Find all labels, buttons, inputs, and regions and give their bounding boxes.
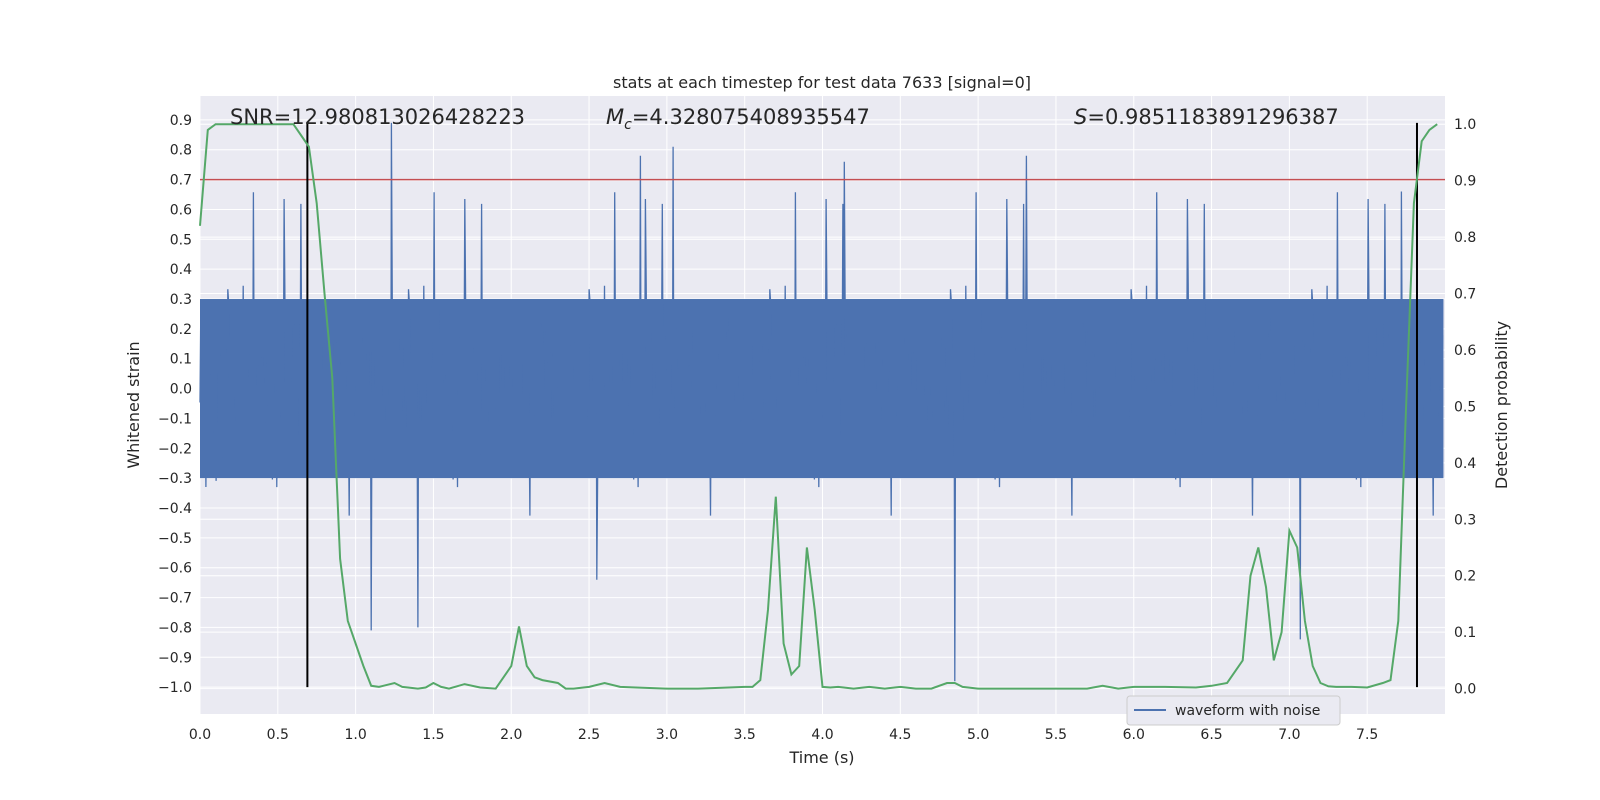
mc-subscript: c <box>624 117 632 133</box>
chirp-mass-annotation: Mc=4.328075408935547 <box>606 105 870 133</box>
y2-tick-label: 0.2 <box>1454 569 1476 585</box>
x-tick-label: 0.0 <box>189 727 211 743</box>
x-tick-label: 1.0 <box>344 727 366 743</box>
x-tick-label: 1.5 <box>422 727 444 743</box>
y-tick-label: 0.9 <box>170 113 192 129</box>
mc-symbol: M <box>606 105 624 129</box>
x-tick-label: 6.5 <box>1200 727 1222 743</box>
y-tick-label: 0.8 <box>170 143 192 159</box>
y2-tick-label: 0.0 <box>1454 682 1476 698</box>
y-tick-label: −0.8 <box>158 620 192 636</box>
legend-box <box>1126 695 1341 726</box>
y-tick-label: 0.3 <box>170 292 192 308</box>
y2-tick-label: 0.8 <box>1454 230 1476 246</box>
x-tick-label: 4.0 <box>811 727 833 743</box>
y-tick-label: 0.7 <box>170 173 192 189</box>
y-tick-label: −0.3 <box>158 471 192 487</box>
y-tick-label: −0.7 <box>158 591 192 607</box>
x-tick-label: 2.5 <box>578 727 600 743</box>
y2-tick-label: 1.0 <box>1454 117 1476 133</box>
y-tick-label: 0.1 <box>170 352 192 368</box>
y-tick-label: 0.4 <box>170 262 192 278</box>
x-tick-label: 7.5 <box>1356 727 1378 743</box>
y2-tick-label: 0.9 <box>1454 174 1476 190</box>
y2-tick-label: 0.7 <box>1454 287 1476 303</box>
x-tick-labels: 0.0 0.5 1.0 1.5 2.0 2.5 3.0 3.5 4.0 4.5 5.0 5.5 6.0 6… <box>189 727 1378 743</box>
y2-axis-label: Detection probability <box>1492 321 1511 489</box>
y-tick-label: 0.0 <box>170 382 192 398</box>
x-tick-label: 5.5 <box>1045 727 1067 743</box>
y2-tick-label: 0.6 <box>1454 343 1476 359</box>
x-tick-label: 4.5 <box>889 727 911 743</box>
mc-value: =4.328075408935547 <box>632 105 870 129</box>
legend: waveform with noise <box>1126 695 1341 726</box>
y-tick-label: −1.0 <box>158 680 192 696</box>
vertical-markers <box>306 122 1418 688</box>
y2-tick-label: 0.1 <box>1454 625 1476 641</box>
y2-tick-label: 0.4 <box>1454 456 1476 472</box>
y-tick-label: −0.9 <box>158 650 192 666</box>
s-annotation: S=0.9851183891296387 <box>1074 105 1339 129</box>
y-tick-label: −0.5 <box>158 531 192 547</box>
x-tick-label: 6.0 <box>1123 727 1145 743</box>
snr-annotation: SNR=12.980813026428223 <box>230 105 525 129</box>
y-tick-label: −0.6 <box>158 561 192 577</box>
s-symbol: S <box>1074 105 1087 129</box>
probability-series-line <box>199 123 1438 690</box>
x-tick-label: 3.0 <box>656 727 678 743</box>
x-tick-label: 0.5 <box>267 727 289 743</box>
x-tick-label: 7.0 <box>1278 727 1300 743</box>
y-tick-labels: 0.9 0.8 0.7 0.6 0.5 0.4 0.3 0.2 0.1 0.0 −0.1 −0.2 −0… <box>158 113 192 696</box>
y2-tick-label: 0.3 <box>1454 512 1476 528</box>
x-tick-label: 2.0 <box>500 727 522 743</box>
y-tick-label: −0.1 <box>158 411 192 427</box>
legend-label: waveform with noise <box>1175 703 1320 719</box>
x-tick-label: 5.0 <box>967 727 989 743</box>
y-tick-label: 0.2 <box>170 322 192 338</box>
strain-line <box>199 122 1444 682</box>
strain-series <box>199 122 1444 682</box>
y-tick-label: −0.2 <box>158 441 192 457</box>
y2-tick-label: 0.5 <box>1454 399 1476 415</box>
x-tick-label: 3.5 <box>734 727 756 743</box>
s-value: =0.9851183891296387 <box>1087 105 1338 129</box>
y-tick-label: 0.6 <box>170 202 192 218</box>
x-axis-label: Time (s) <box>788 748 854 767</box>
y-tick-label: 0.5 <box>170 232 192 248</box>
y-axis-label: Whitened strain <box>124 341 143 468</box>
y-tick-label: −0.4 <box>158 501 192 517</box>
chart-title: stats at each timestep for test data 763… <box>613 73 1031 92</box>
y2-tick-labels: 1.0 0.9 0.8 0.7 0.6 0.5 0.4 0.3 0.2 0.1 0.0 <box>1454 117 1476 697</box>
